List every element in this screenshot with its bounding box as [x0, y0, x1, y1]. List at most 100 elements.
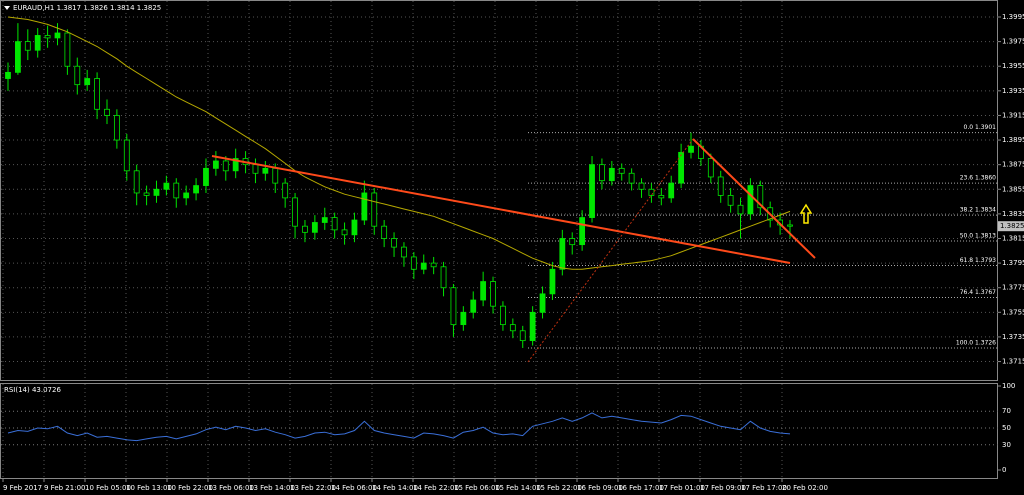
trendline	[211, 155, 791, 264]
candle-body	[658, 195, 665, 199]
candle-body	[599, 164, 605, 182]
x-tick-label: 13 Feb 06:00	[208, 484, 254, 492]
candle-body	[123, 139, 130, 172]
candle-body	[440, 266, 447, 289]
main-pane-frame	[0, 0, 998, 381]
candle-body	[727, 195, 734, 206]
y-tick-label: 1.3935	[1002, 87, 1024, 95]
symbol-info: EURAUD,H1 1.3817 1.3826 1.3814 1.3825	[13, 4, 161, 12]
fib-label: 100.0 1.3726	[956, 340, 996, 347]
candle-body	[480, 281, 487, 301]
x-tick-label: 15 Feb 06:00	[454, 484, 500, 492]
candle-body	[589, 164, 595, 218]
y-tick-label: 1.3875	[1002, 161, 1024, 169]
candle-body	[519, 330, 526, 342]
candle-body	[5, 71, 11, 79]
candle-body	[232, 158, 239, 172]
y-tick-label: 1.3855	[1002, 185, 1024, 193]
candle-body	[410, 256, 417, 270]
candle-body	[193, 185, 199, 194]
candle-body	[212, 160, 219, 169]
candle-body	[74, 65, 81, 86]
fib-label: 23.6 1.3860	[960, 175, 996, 182]
candle-body	[282, 182, 289, 199]
x-tick-label: 14 Feb 06:00	[331, 484, 377, 492]
candle-body	[302, 225, 308, 233]
rsi-tick-label: 0	[1002, 466, 1006, 474]
candle-body	[104, 108, 110, 116]
x-tick-label: 15 Feb 22:00	[536, 484, 582, 492]
x-tick-label: 9 Feb 2017	[3, 484, 42, 492]
candle-body	[529, 311, 536, 342]
candle-body	[54, 32, 61, 39]
candle-body	[618, 167, 625, 174]
rsi-tick-label: 30	[1002, 441, 1011, 449]
up-arrow	[799, 203, 813, 224]
candle-body	[163, 182, 170, 190]
y-tick-label: 1.3895	[1002, 136, 1024, 144]
candle-body	[787, 224, 793, 227]
x-tick-label: 16 Feb 09:00	[577, 484, 623, 492]
x-tick-label: 10 Feb 05:00	[85, 484, 131, 492]
candle-body	[707, 158, 714, 178]
rsi-tick-label: 100	[1002, 382, 1015, 390]
y-tick-label: 1.3835	[1002, 210, 1024, 218]
candle-body	[509, 324, 516, 332]
candle-body	[737, 204, 744, 215]
candle-body	[84, 78, 91, 86]
fib-label: 76.4 1.3767	[960, 289, 996, 296]
candle-body	[628, 172, 635, 184]
x-tick-label: 9 Feb 21:00	[44, 484, 85, 492]
candle-body	[747, 185, 754, 215]
candle-body	[361, 192, 368, 221]
candle-body	[460, 311, 467, 326]
candle-body	[331, 217, 338, 231]
candle-body	[321, 217, 328, 223]
candle-body	[757, 185, 764, 209]
x-tick-label: 14 Feb 22:00	[413, 484, 459, 492]
trendline	[692, 138, 816, 259]
x-tick-label: 17 Feb 09:00	[700, 484, 746, 492]
x-tick-label: 13 Feb 14:00	[249, 484, 295, 492]
candle-body	[292, 197, 298, 227]
symbol-icon	[4, 6, 10, 10]
y-tick-label: 1.3815	[1002, 234, 1024, 242]
x-tick-label: 13 Feb 22:00	[290, 484, 336, 492]
x-tick-label: 14 Feb 14:00	[372, 484, 418, 492]
candle-body	[311, 222, 318, 233]
candle-body	[549, 268, 556, 295]
y-tick-label: 1.3735	[1002, 333, 1024, 341]
candle-body	[668, 182, 675, 199]
y-tick-label: 1.3755	[1002, 308, 1024, 316]
x-tick-label: 15 Feb 14:00	[495, 484, 541, 492]
candle-body	[341, 229, 348, 236]
candle-body	[490, 281, 496, 307]
candle-body	[371, 192, 378, 227]
candle-body	[420, 262, 427, 270]
candle-body	[381, 225, 388, 239]
candle-body	[44, 35, 51, 39]
candle-body	[569, 238, 576, 246]
y-tick-label: 1.3955	[1002, 62, 1024, 70]
candle-body	[450, 287, 457, 326]
moving-average	[7, 16, 791, 270]
candle-body	[222, 160, 229, 172]
rsi-line	[7, 412, 791, 442]
rsi-tick-label: 70	[1002, 407, 1011, 415]
fib-label: 50.0 1.3813	[960, 232, 996, 239]
candle-body	[638, 182, 645, 190]
y-tick-label: 1.3715	[1002, 358, 1024, 366]
fib-label: 61.8 1.3793	[960, 257, 996, 264]
y-tick-label: 1.3915	[1002, 111, 1024, 119]
candle-body	[64, 32, 71, 67]
candle-body	[203, 167, 209, 186]
candle-body	[153, 188, 160, 196]
fib-label: 0.0 1.3901	[964, 124, 997, 131]
candle-body	[500, 305, 506, 326]
rsi-title: RSI(14) 43.0726	[4, 386, 61, 394]
candle-body	[143, 192, 150, 196]
rsi-tick-label: 50	[1002, 424, 1011, 432]
